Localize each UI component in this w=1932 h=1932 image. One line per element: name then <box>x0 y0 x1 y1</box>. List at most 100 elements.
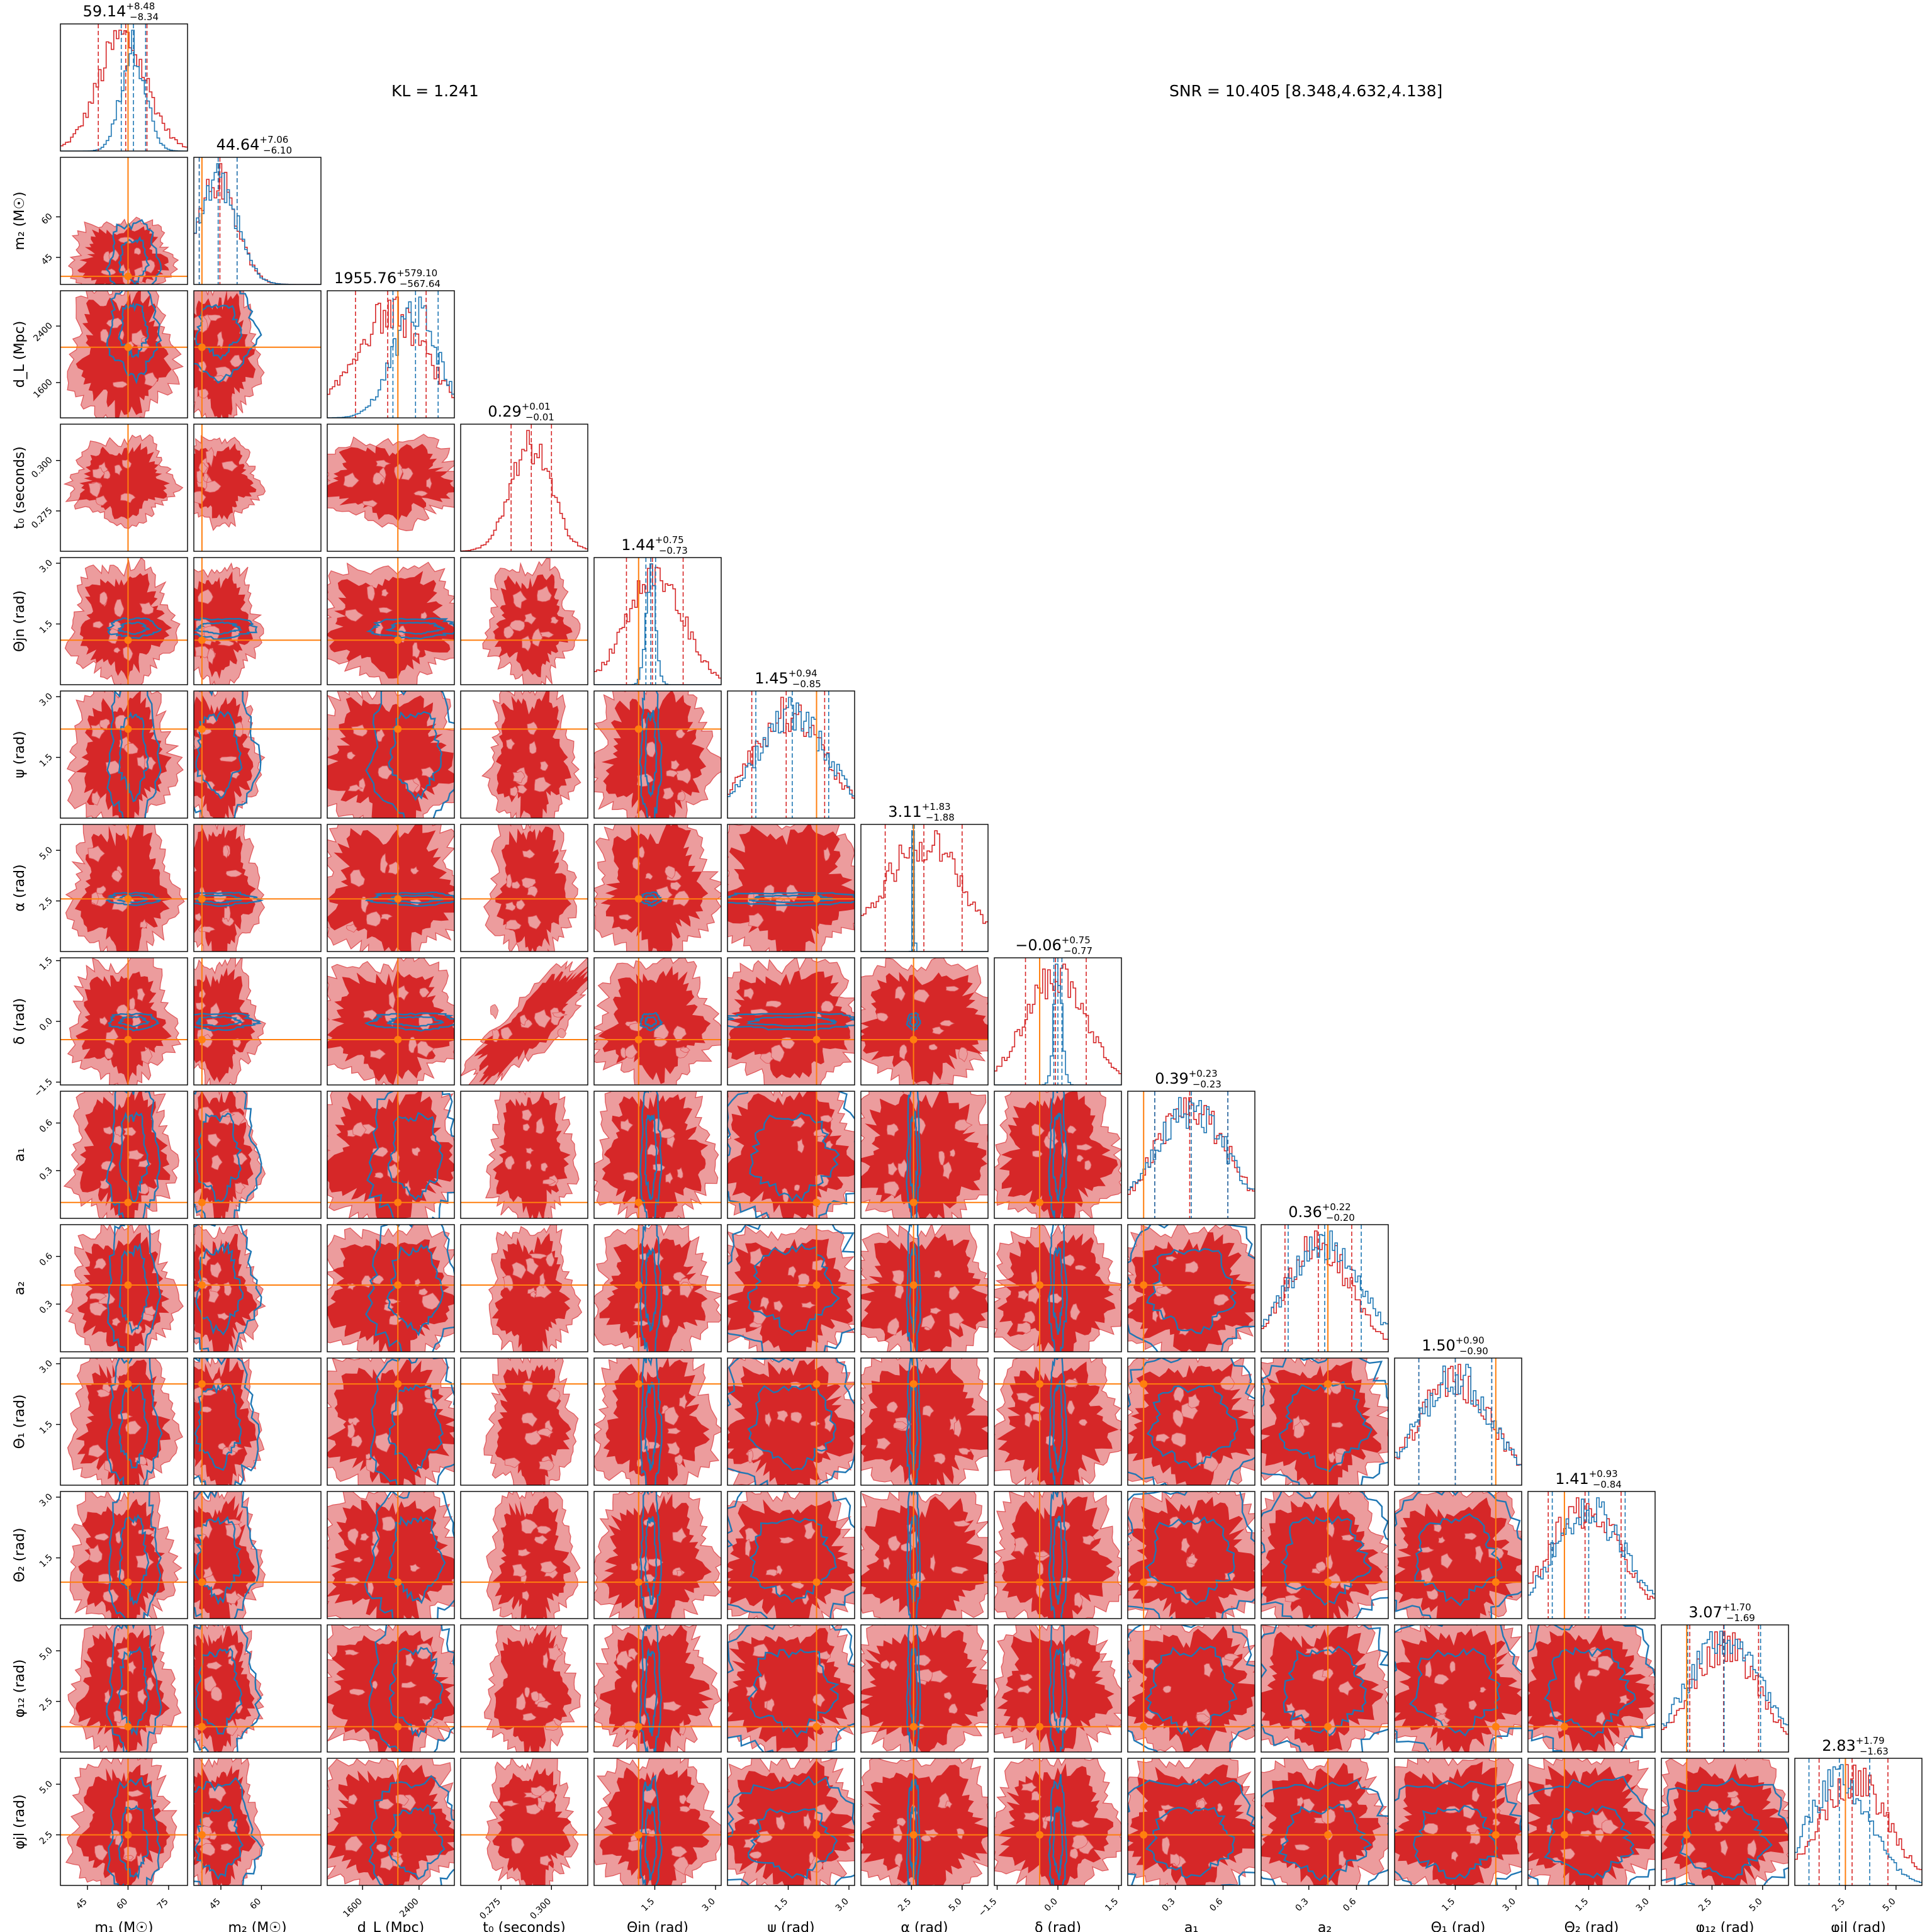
panel-frame <box>193 290 322 418</box>
contour-inner <box>999 1091 1118 1218</box>
contour-hole <box>631 1561 638 1571</box>
contour-hole <box>198 388 209 398</box>
contour-hole <box>419 987 430 998</box>
x-tick-label: 1.5 <box>773 1897 790 1914</box>
injection-point <box>124 1578 132 1587</box>
contour-series-b <box>1280 1515 1373 1606</box>
contour-inner <box>1661 1763 1789 1885</box>
injection-point <box>198 1722 206 1731</box>
contour-hole <box>194 1542 202 1556</box>
contour-hole <box>115 1530 122 1544</box>
contour-hole <box>1321 1808 1336 1824</box>
contour-hole <box>644 872 653 880</box>
contour-hole <box>930 1670 948 1683</box>
x-axis-label: Θ₂ (rad) <box>1564 1920 1619 1932</box>
y-tick-label: 0.6 <box>38 1118 55 1135</box>
panel-frame <box>460 1224 588 1352</box>
contour-inner <box>77 226 169 284</box>
injection-point <box>1324 1722 1332 1731</box>
injection-point <box>909 1198 918 1206</box>
y-axis-label: ψ (rad) <box>12 731 28 778</box>
histogram-a1: 0.39+0.23 −0.23 <box>1127 1068 1255 1219</box>
contour-hole <box>1155 1434 1171 1443</box>
panel-dL-phi12 <box>327 1624 455 1753</box>
contour-hole <box>199 1843 216 1856</box>
contour-hole <box>194 913 202 921</box>
contour-hole <box>208 1133 222 1148</box>
contour-hole <box>1203 1663 1213 1678</box>
contour-series-b <box>1052 1245 1064 1335</box>
contour-series-b <box>644 710 658 798</box>
y-axis-label: a₁ <box>12 1148 28 1162</box>
contour-hole <box>515 899 525 910</box>
contour-hole <box>345 1576 361 1587</box>
contour-hole <box>365 1452 371 1460</box>
histogram-series-b <box>727 697 855 797</box>
contour-hole <box>232 1038 242 1048</box>
contour-hole <box>418 1695 432 1706</box>
x-axis-label: φjl (rad) <box>1831 1920 1885 1932</box>
panel-frame <box>1127 1624 1255 1753</box>
contour-series-b <box>644 1516 658 1605</box>
summary-upper: +0.22 <box>1322 1201 1351 1213</box>
contour-hole <box>886 1123 899 1137</box>
contour-series-b <box>118 1242 150 1334</box>
y-axis: 1600 2400 <box>31 321 60 400</box>
panel-frame <box>60 1357 188 1486</box>
contour-hole <box>534 1009 551 1028</box>
injection-point <box>1324 1578 1332 1587</box>
contour-hole <box>1068 1668 1076 1680</box>
injection-point <box>634 1281 643 1289</box>
panel-t0-phi12 <box>460 1624 588 1753</box>
contour-hole <box>104 1048 114 1060</box>
y-axis-label: t₀ (seconds) <box>12 446 28 529</box>
contour-series-b <box>727 1225 855 1352</box>
contour-series-b <box>906 1491 921 1619</box>
contour-series-b <box>639 1358 663 1485</box>
contour-series-b <box>1146 1248 1237 1335</box>
contour-hole <box>346 923 357 933</box>
contour-hole <box>222 461 239 472</box>
panel-frame <box>60 690 188 819</box>
panel-frame <box>327 690 455 819</box>
panel-delta-theta1 <box>994 1357 1122 1486</box>
summary-lower: −1.63 <box>1860 1746 1889 1757</box>
y-tick-label: 2.5 <box>38 1696 55 1713</box>
contour-series-b <box>1412 1805 1498 1880</box>
y-tick-label: 3.0 <box>38 692 55 709</box>
contour-series-b <box>1543 1646 1636 1738</box>
x-tick-label: 0.0 <box>1043 1897 1060 1914</box>
panel-alpha-phijl: 2.5 5.0 α (rad) <box>860 1758 989 1932</box>
injection-point <box>812 1380 821 1388</box>
histogram-delta: −0.06+0.75 −0.77 <box>994 935 1122 1086</box>
contour-hole <box>664 1406 680 1426</box>
injection-point <box>1036 1380 1044 1388</box>
contour-series-b <box>1145 1516 1235 1606</box>
contour-hole <box>803 1812 811 1831</box>
contour-hole <box>206 1661 223 1670</box>
panel-frame <box>593 824 722 952</box>
contour-hole <box>222 845 229 859</box>
panel-frame <box>727 824 855 952</box>
contour-hole <box>524 612 537 625</box>
contour-hole <box>945 1800 953 1809</box>
panel-frame <box>994 1624 1122 1753</box>
contour-series-b <box>118 1382 149 1469</box>
y-axis: 1.5 3.0 <box>38 1359 60 1436</box>
contour-inner <box>599 1237 708 1352</box>
x-tick-label: 3.0 <box>834 1897 851 1914</box>
panel-frame <box>60 1624 188 1753</box>
summary-lower: −0.77 <box>1064 945 1092 957</box>
contour-hole <box>666 1441 680 1456</box>
y-tick-label: 1.5 <box>38 1553 55 1570</box>
panel-frame <box>460 824 588 952</box>
contour-hole <box>1021 1782 1037 1792</box>
panel-a1-theta1 <box>1127 1357 1255 1486</box>
contour-hole <box>225 870 243 877</box>
contour-series-b <box>194 617 258 641</box>
contour-series-b <box>370 1358 454 1485</box>
contour-hole <box>528 1253 548 1259</box>
contour-inner <box>727 1499 855 1619</box>
contour-hole <box>820 1115 833 1123</box>
